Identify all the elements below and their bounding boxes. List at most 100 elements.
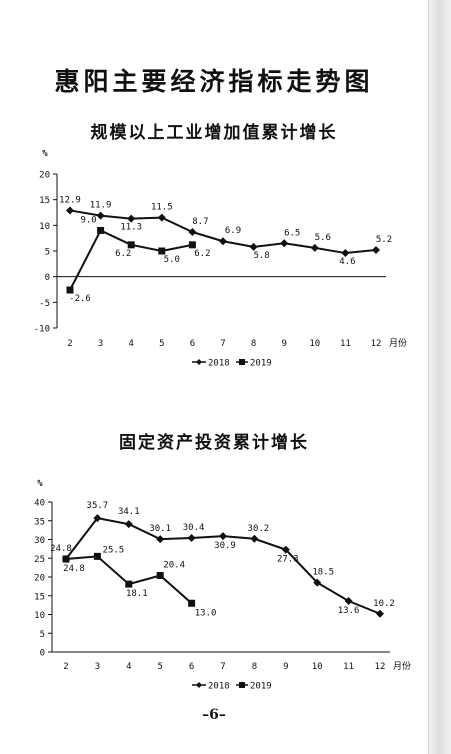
y-tick-label: -10 [34,325,50,335]
y-unit-label: % [42,149,48,159]
data-point-2019 [156,572,164,579]
data-point-2019 [188,599,196,607]
data-point-2018 [96,211,105,220]
data-point-2018 [124,520,133,529]
data-point-2018 [249,242,258,251]
legend-marker-2019 [239,359,245,365]
legend-label-2019: 2019 [250,682,272,692]
data-label-2019: 25.5 [103,545,125,555]
data-label-2018: 18.5 [312,568,334,578]
data-label-2018: 13.6 [338,606,360,616]
y-tick-label: 20 [34,574,45,584]
data-point-2019 [127,241,135,249]
data-point-2018 [93,514,102,523]
y-unit-label: % [37,479,43,489]
y-tick-label: 0 [45,273,50,283]
y-tick-label: 40 [34,499,45,509]
data-point-2019 [97,226,105,234]
data-label-2019: 5.0 [164,255,180,265]
x-tick-label: 5 [157,662,162,672]
data-point-2018 [187,534,196,542]
x-tick-label: 2 [63,662,68,672]
legend-label-2019: 2019 [250,359,272,369]
chart-1-title: 规模以上工业增加值累计增长 [90,123,338,143]
data-label-2018: 30.1 [149,524,171,534]
data-point-2018 [157,213,166,222]
x-tick-label: 9 [283,662,288,672]
legend-marker-2019 [239,682,245,688]
y-tick-label: 15 [39,196,50,206]
y-tick-label: 35 [34,517,45,527]
x-tick-label: 9 [281,339,286,349]
data-label-2018: 11.5 [151,203,173,213]
data-label-2019: 24.8 [63,564,85,574]
data-point-2019 [158,247,166,255]
x-tick-label: 10 [312,662,323,672]
y-tick-label: 0 [40,649,45,659]
data-point-2018 [376,609,384,618]
data-label-2018: 5.6 [315,233,331,243]
data-point-2018 [219,237,227,246]
data-point-2018 [372,245,380,254]
data-point-2019 [62,555,70,563]
data-label-2018: 6.5 [284,228,300,238]
data-label-2019: 18.1 [126,589,148,599]
data-point-2019 [93,552,101,560]
data-point-2018 [219,532,227,541]
data-point-2018 [310,243,319,252]
x-tick-label: 5 [159,339,164,349]
x-unit-label: 月份 [389,337,407,349]
y-tick-label: 5 [40,630,45,640]
data-point-2019 [66,286,74,294]
x-tick-label: 10 [309,339,320,349]
data-label-2018: 30.9 [214,541,236,551]
x-tick-label: 12 [371,339,382,349]
data-label-2018: 4.6 [339,257,355,267]
x-tick-label: 7 [220,662,225,672]
data-point-2018 [156,535,165,544]
data-label-2018: 8.7 [192,217,208,227]
data-label-2018: 5.2 [376,235,392,245]
y-tick-label: 5 [45,248,50,258]
data-label-2018: 27.3 [277,555,299,565]
x-unit-label: 月份 [393,660,411,672]
data-label-2018: 30.4 [183,523,205,533]
data-label-2019: -2.6 [69,294,91,304]
legend-marker-2018 [196,682,202,688]
data-label-2018: 6.9 [225,226,241,236]
legend-marker-2018 [196,359,202,365]
y-tick-label: 25 [34,555,45,565]
data-label-2018: 24.8 [50,544,72,554]
data-label-2019: 20.4 [163,561,185,571]
x-tick-label: 3 [98,339,103,349]
x-tick-label: 3 [95,662,100,672]
chart-2-title: 固定资产投资累计增长 [119,433,309,453]
y-tick-label: 20 [39,171,50,181]
data-label-2018: 30.2 [248,524,270,534]
x-tick-label: 4 [128,339,133,349]
y-tick-label: -5 [39,299,50,309]
x-tick-label: 6 [190,339,195,349]
x-tick-label: 11 [343,662,354,672]
data-label-2019: 9.0 [80,215,96,225]
data-point-2018 [313,578,322,587]
data-label-2018: 12.9 [59,195,81,205]
y-tick-label: 10 [39,222,50,232]
data-label-2018: 10.2 [373,599,395,609]
page-title: 惠阳主要经济指标走势图 [54,67,374,96]
legend-label-2018: 2018 [208,682,230,692]
x-tick-label: 7 [220,339,225,349]
data-label-2018: 11.9 [90,201,112,211]
fixed-asset-investment-chart: 0 5 10 15 20 25 30 35 40% 2 3 4 5 6 7 8 9 10 11 12 月份 24.8 35.… [34,479,411,692]
x-tick-label: 2 [67,339,72,349]
data-label-2018: 34.1 [118,507,140,517]
data-point-2018 [341,249,350,258]
x-tick-label: 12 [375,662,386,672]
x-tick-label: 11 [340,339,351,349]
industrial-growth-chart: -10 -5 0 5 10 15 20% 2 3 4 5 6 7 8 9 10 11 12 月份 12.9 11.9 11… [34,149,407,369]
book-spine-shadow [428,0,451,754]
data-label-2019: 6.2 [115,249,131,259]
x-tick-label: 6 [189,662,194,672]
y-tick-label: 30 [34,536,45,546]
legend-label-2018: 2018 [208,359,230,369]
